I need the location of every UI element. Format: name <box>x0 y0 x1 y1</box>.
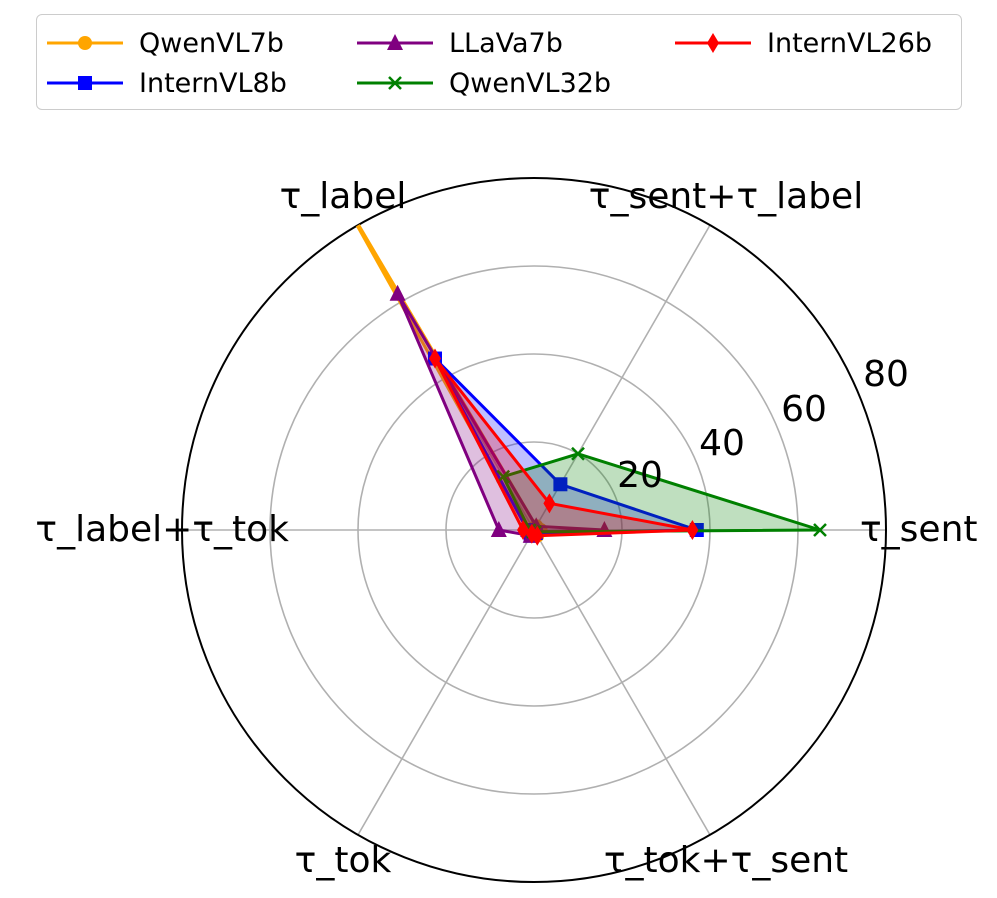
legend-label-qwenvl32b: QwenVL32b <box>449 67 612 99</box>
axis-label-5: τ_tok+τ_sent <box>604 840 848 881</box>
radial-tick-label-60: 60 <box>781 389 827 430</box>
data-point-qwenvl7b-2 <box>318 161 332 175</box>
legend-line-internvl26b <box>675 33 751 53</box>
legend-line-qwenvl32b <box>357 76 433 90</box>
grid-spoke-4 <box>357 529 535 836</box>
legend-label-internvl26b: InternVL26b <box>767 27 933 59</box>
legend-line-llava7b <box>357 34 433 50</box>
legend-entry-qwenvl32b: QwenVL32b <box>355 63 611 103</box>
axis-label-4: τ_tok <box>295 840 392 881</box>
series-fill-qwenvl32b <box>503 453 820 532</box>
data-point-internvl26b-0 <box>686 520 699 540</box>
radial-tick-label-20: 20 <box>617 455 663 496</box>
legend-label-llava7b: LLaVa7b <box>449 27 563 59</box>
legend-line-qwenvl7b <box>47 36 123 50</box>
legend-line-internvl8b <box>47 76 123 90</box>
chart-legend: QwenVL7b InternVL8b LLaVa7b QwenVL32b In… <box>36 14 962 110</box>
legend-entry-llava7b: LLaVa7b <box>355 23 563 63</box>
legend-label-qwenvl7b: QwenVL7b <box>139 27 284 59</box>
radial-tick-label-80: 80 <box>863 354 909 395</box>
axis-label-1: τ_sent+τ_label <box>589 176 863 217</box>
legend-label-internvl8b: InternVL8b <box>139 67 287 99</box>
data-point-qwenvl32b-1 <box>571 446 585 461</box>
data-point-internvl26b-1 <box>543 493 556 514</box>
axis-label-2: τ_label <box>280 176 407 217</box>
grid-spoke-5 <box>533 529 711 836</box>
data-point-internvl8b-1 <box>553 477 568 492</box>
legend-entry-qwenvl7b: QwenVL7b <box>45 23 284 63</box>
radial-tick-label-40: 40 <box>699 423 745 464</box>
data-point-internvl26b-3 <box>517 520 529 540</box>
data-point-llava7b-2 <box>389 284 406 301</box>
legend-entry-internvl8b: InternVL8b <box>45 63 287 103</box>
radar-series <box>318 161 827 546</box>
data-point-llava7b-3 <box>490 521 507 537</box>
polar-frame <box>181 177 887 883</box>
axis-label-0: τ_sent <box>860 509 978 550</box>
series-fill-internvl26b <box>435 358 693 536</box>
axis-label-3: τ_label+τ_tok <box>35 509 289 550</box>
data-point-qwenvl32b-0 <box>813 523 827 537</box>
data-point-internvl26b-5 <box>531 525 544 546</box>
data-point-internvl26b-2 <box>429 348 441 369</box>
legend-entry-internvl26b: InternVL26b <box>673 23 932 63</box>
